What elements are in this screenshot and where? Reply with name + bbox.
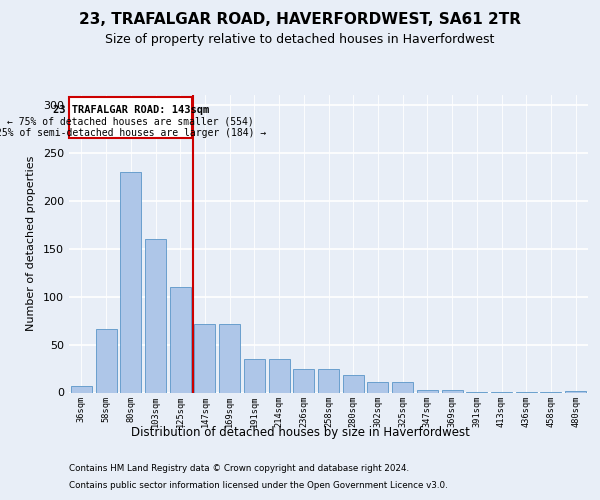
Bar (71, 386, 92, 392)
Bar (95, 329, 116, 392)
Text: ← 75% of detached houses are smaller (554): ← 75% of detached houses are smaller (55… (7, 116, 254, 126)
Bar (293, 370, 314, 392)
Bar (269, 359, 290, 392)
Text: Contains public sector information licensed under the Open Government Licence v3: Contains public sector information licen… (69, 481, 448, 490)
Bar (367, 382, 388, 392)
Bar (219, 324, 240, 392)
Bar (194, 324, 215, 392)
Bar (120, 172, 141, 392)
Text: Size of property relative to detached houses in Haverfordwest: Size of property relative to detached ho… (106, 32, 494, 46)
Text: 23 TRAFALGAR ROAD: 143sqm: 23 TRAFALGAR ROAD: 143sqm (53, 104, 209, 115)
Bar (392, 382, 413, 392)
Bar (417, 390, 438, 392)
Text: Contains HM Land Registry data © Crown copyright and database right 2024.: Contains HM Land Registry data © Crown c… (69, 464, 409, 473)
Text: Distribution of detached houses by size in Haverfordwest: Distribution of detached houses by size … (131, 426, 469, 439)
Bar (318, 370, 339, 392)
Text: 23, TRAFALGAR ROAD, HAVERFORDWEST, SA61 2TR: 23, TRAFALGAR ROAD, HAVERFORDWEST, SA61 … (79, 12, 521, 28)
Bar (170, 287, 191, 393)
Bar (244, 359, 265, 392)
Bar (70, 97, 192, 138)
Y-axis label: Number of detached properties: Number of detached properties (26, 156, 36, 332)
Text: 25% of semi-detached houses are larger (184) →: 25% of semi-detached houses are larger (… (0, 128, 266, 138)
Bar (145, 239, 166, 392)
Bar (343, 375, 364, 392)
Bar (565, 390, 586, 392)
Bar (442, 390, 463, 392)
